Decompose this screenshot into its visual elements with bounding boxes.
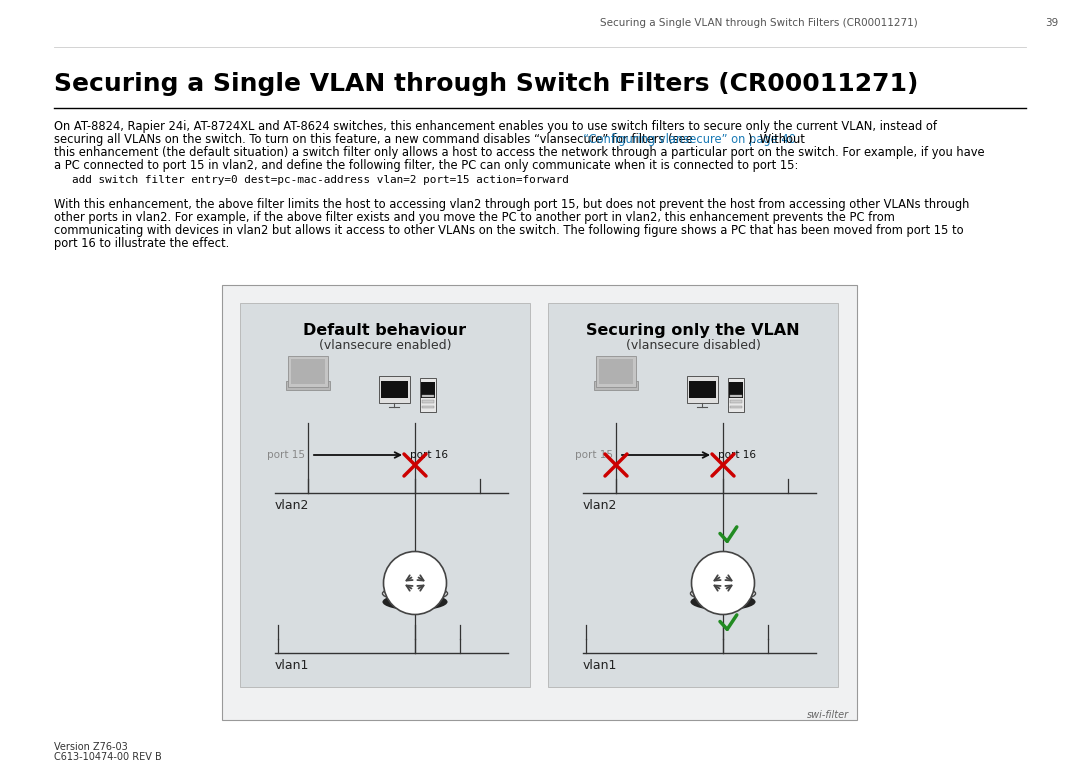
Text: port 16: port 16: [410, 450, 448, 460]
Circle shape: [383, 552, 446, 614]
Text: Default behaviour: Default behaviour: [303, 323, 467, 338]
Bar: [729, 405, 742, 408]
Bar: [729, 400, 742, 403]
Bar: [548, 303, 838, 687]
Text: swi-filter: swi-filter: [807, 710, 849, 720]
Text: vlan2: vlan2: [583, 499, 618, 512]
Text: port 16 to illustrate the effect.: port 16 to illustrate the effect.: [54, 237, 229, 250]
Text: C613-10474-00 REV B: C613-10474-00 REV B: [54, 752, 162, 762]
Text: 39: 39: [1045, 18, 1058, 28]
Text: ). Without: ). Without: [747, 133, 805, 146]
Bar: [421, 394, 434, 398]
Bar: [599, 359, 633, 384]
Text: port 15: port 15: [575, 450, 613, 460]
Bar: [729, 382, 743, 398]
Ellipse shape: [690, 594, 756, 610]
Text: communicating with devices in vlan2 but allows it access to other VLANs on the s: communicating with devices in vlan2 but …: [54, 224, 963, 237]
Text: “Configuring vlansecure” on page 40: “Configuring vlansecure” on page 40: [582, 133, 796, 146]
Bar: [419, 378, 435, 412]
Ellipse shape: [690, 586, 756, 600]
Text: With this enhancement, the above filter limits the host to accessing vlan2 throu: With this enhancement, the above filter …: [54, 198, 970, 211]
Circle shape: [691, 552, 755, 614]
Text: securing all VLANs on the switch. To turn on this feature, a new command disable: securing all VLANs on the switch. To tur…: [54, 133, 697, 146]
Text: add switch filter entry=0 dest=pc-mac-address vlan=2 port=15 action=forward: add switch filter entry=0 dest=pc-mac-ad…: [72, 175, 569, 185]
Bar: [594, 381, 637, 390]
Text: a PC connected to port 15 in vlan2, and define the following filter, the PC can : a PC connected to port 15 in vlan2, and …: [54, 159, 798, 172]
Text: vlan2: vlan2: [275, 499, 309, 512]
Bar: [420, 382, 434, 398]
Text: (vlansecure enabled): (vlansecure enabled): [319, 339, 451, 352]
Bar: [421, 400, 434, 403]
Text: Version Z76-03: Version Z76-03: [54, 742, 127, 752]
Text: (vlansecure disabled): (vlansecure disabled): [625, 339, 760, 352]
Bar: [689, 382, 716, 398]
Text: port 15: port 15: [267, 450, 305, 460]
Bar: [286, 381, 329, 390]
Bar: [596, 356, 636, 387]
Text: vlan1: vlan1: [275, 659, 309, 672]
Bar: [222, 285, 858, 720]
Bar: [687, 376, 717, 403]
Bar: [240, 303, 530, 687]
Bar: [728, 378, 744, 412]
Bar: [379, 376, 409, 403]
Ellipse shape: [382, 586, 447, 600]
Bar: [292, 359, 325, 384]
Text: port 16: port 16: [718, 450, 756, 460]
Text: other ports in vlan2. For example, if the above filter exists and you move the P: other ports in vlan2. For example, if th…: [54, 211, 895, 224]
Bar: [421, 405, 434, 408]
Bar: [729, 394, 742, 398]
Text: vlan1: vlan1: [583, 659, 618, 672]
Bar: [381, 382, 407, 398]
Bar: [288, 356, 328, 387]
Text: this enhancement (the default situation) a switch filter only allows a host to a: this enhancement (the default situation)…: [54, 146, 985, 159]
Text: Securing a Single VLAN through Switch Filters (CR00011271): Securing a Single VLAN through Switch Fi…: [600, 18, 918, 28]
Text: Securing a Single VLAN through Switch Filters (CR00011271): Securing a Single VLAN through Switch Fi…: [54, 72, 918, 96]
Text: On AT-8824, Rapier 24i, AT-8724XL and AT-8624 switches, this enhancement enables: On AT-8824, Rapier 24i, AT-8724XL and AT…: [54, 120, 937, 133]
Ellipse shape: [382, 594, 447, 610]
Text: Securing only the VLAN: Securing only the VLAN: [586, 323, 800, 338]
